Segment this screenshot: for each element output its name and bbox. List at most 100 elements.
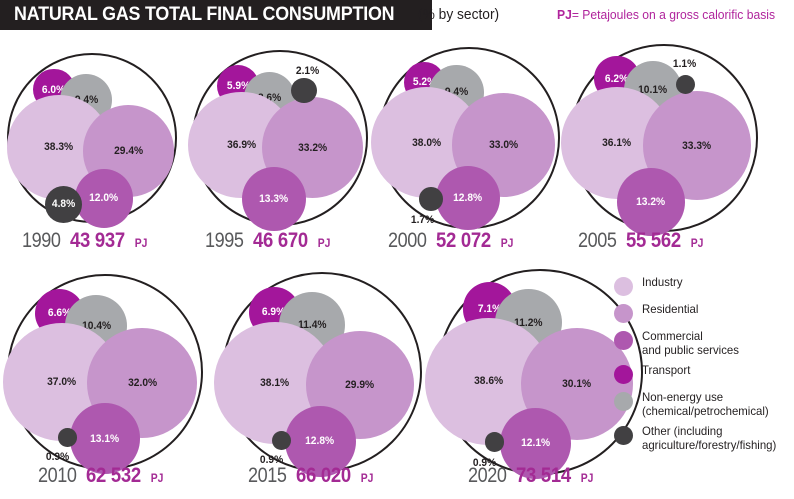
- caption-year: 2005: [578, 229, 617, 252]
- legend-swatch-non-energy-icon: [614, 392, 633, 411]
- caption-year: 1990: [22, 229, 61, 252]
- bubble-chart-1990: 6.0% 9.4% 38.3% 29.4% 12.0% 4.8%: [6, 53, 177, 228]
- bubble-percent-label-outside: 0.9%: [259, 454, 284, 466]
- bubble-other[interactable]: [58, 428, 78, 447]
- caption-total-value: 52 072: [435, 229, 491, 252]
- bubble-percent-label: 36.9%: [226, 139, 256, 152]
- caption-unit: PJ: [150, 473, 164, 485]
- legend-item-transport[interactable]: Transport: [614, 363, 794, 384]
- caption-unit: PJ: [580, 473, 594, 485]
- chart-caption-1995: 1995 46 670 PJ: [205, 229, 331, 253]
- legend-label-residential: Residential: [642, 302, 699, 317]
- bubble-commercial[interactable]: 13.3%: [241, 166, 306, 231]
- caption-total-value: 62 532: [85, 464, 141, 487]
- bubble-percent-label: 30.1%: [562, 378, 592, 391]
- caption-year: 1995: [205, 229, 244, 252]
- legend-label-line2: (chemical/petrochemical): [642, 403, 769, 418]
- legend-label-other: Other (including agriculture/forestry/fis…: [642, 424, 777, 452]
- bubble-chart-2000: 5.2% 9.4% 38.0% 33.0% 12.8% 1.7%: [371, 47, 560, 231]
- legend-swatch-industry-icon: [614, 277, 633, 296]
- chart-caption-2000: 2000 52 072 PJ: [388, 229, 514, 253]
- legend-label-transport: Transport: [642, 363, 691, 378]
- legend-label-line2: agriculture/forestry/fishing): [642, 437, 777, 452]
- bubble-percent-label: 38.3%: [44, 141, 74, 154]
- bubble-other[interactable]: 4.8%: [44, 185, 82, 223]
- legend-item-other[interactable]: Other (including agriculture/forestry/fis…: [614, 424, 794, 452]
- bubble-percent-label: 5.9%: [226, 80, 250, 93]
- bubble-other[interactable]: [271, 430, 291, 450]
- bubble-commercial[interactable]: 12.8%: [284, 405, 356, 477]
- legend-label-line1: Residential: [642, 302, 699, 316]
- bubble-chart-1995: 5.9% 8.6% 36.9% 33.2% 13.3% 2.1%: [188, 50, 368, 231]
- chart-caption-2020: 2020 73 514 PJ: [468, 464, 594, 488]
- legend-label-line1: Other (including: [642, 424, 723, 438]
- bubble-percent-label: 6.0%: [42, 83, 66, 96]
- bubble-commercial[interactable]: 12.1%: [500, 407, 572, 479]
- bubble-chart-2015: 6.9% 11.4% 38.1% 29.9% 12.8% 0.9%: [214, 272, 422, 477]
- page-title: NATURAL GAS TOTAL FINAL CONSUMPTION: [14, 4, 395, 25]
- legend-label-line1: Non-energy use: [642, 390, 724, 404]
- subtitle: (% by sector): [418, 7, 500, 23]
- bubble-percent-label: 29.4%: [114, 144, 144, 157]
- caption-total-value: 66 020: [295, 464, 351, 487]
- bubble-percent-label-outside: 2.1%: [295, 64, 320, 77]
- caption-total-value: 43 937: [69, 229, 125, 252]
- legend-label-line2: and public services: [642, 342, 739, 357]
- bubble-other[interactable]: [291, 77, 317, 104]
- bubble-percent-label: 32.0%: [127, 376, 157, 389]
- legend-label-line1: Commercial: [642, 329, 703, 343]
- legend-label-line1: Transport: [642, 363, 691, 377]
- pj-note-text: = Petajoules on a gross calorific basis: [571, 8, 776, 22]
- bubble-chart-2005: 6.2% 10.1% 36.1% 33.3% 13.2% 1.1%: [561, 44, 758, 236]
- legend-swatch-residential-icon: [614, 304, 633, 323]
- chart-caption-2015: 2015 66 020 PJ: [248, 464, 374, 488]
- pj-abbrev: PJ: [557, 8, 572, 22]
- legend-swatch-other-icon: [614, 426, 633, 445]
- caption-year: 2010: [38, 464, 77, 487]
- legend-label-non-energy: Non-energy use (chemical/petrochemical): [642, 390, 769, 418]
- legend-label-industry: Industry: [642, 275, 683, 290]
- chart-caption-1990: 1990 43 937 PJ: [22, 229, 148, 253]
- bubble-percent-label-outside: 0.9%: [472, 456, 496, 469]
- bubble-percent-label: 33.2%: [298, 141, 328, 154]
- bubble-percent-label-outside: 1.1%: [673, 58, 697, 71]
- legend-swatch-commercial-icon: [614, 331, 633, 350]
- bubble-chart-2010: 6.6% 10.4% 37.0% 32.0% 13.1% 0.9%: [3, 274, 203, 474]
- bubble-percent-label: 13.3%: [259, 192, 289, 205]
- bubble-other[interactable]: [484, 432, 505, 452]
- bubble-commercial[interactable]: 13.1%: [69, 403, 141, 474]
- bubble-percent-label: 38.1%: [260, 377, 290, 389]
- chart-caption-2005: 2005 55 562 PJ: [578, 229, 704, 253]
- legend-label-line1: Industry: [642, 275, 683, 289]
- legend-item-commercial[interactable]: Commercial and public services: [614, 329, 794, 357]
- bubble-percent-label: 12.1%: [521, 437, 551, 450]
- caption-total-value: 55 562: [625, 229, 681, 252]
- caption-unit: PJ: [134, 238, 148, 250]
- bubble-percent-label-outside: 0.9%: [46, 451, 70, 464]
- caption-year: 2000: [388, 229, 427, 252]
- bubble-other[interactable]: [675, 74, 696, 95]
- caption-unit: PJ: [690, 238, 704, 250]
- bubble-percent-label: 12.8%: [305, 435, 335, 447]
- bubble-commercial[interactable]: 12.0%: [74, 169, 134, 228]
- legend-swatch-transport-icon: [614, 365, 633, 384]
- bubble-percent-label: 10.1%: [638, 84, 668, 97]
- bubble-percent-label: 33.3%: [682, 139, 712, 152]
- bubble-commercial[interactable]: 12.8%: [435, 165, 501, 231]
- legend: Industry Residential Commercial and public …: [614, 275, 794, 459]
- bubble-commercial[interactable]: 13.2%: [617, 168, 685, 236]
- bubble-percent-label: 11.4%: [297, 319, 327, 331]
- legend-item-industry[interactable]: Industry: [614, 275, 794, 296]
- bubble-other[interactable]: [418, 187, 443, 211]
- bubble-chart-2020: 7.1% 11.2% 38.6% 30.1% 12.1% 0.9%: [425, 269, 643, 479]
- bubble-percent-label: 38.0%: [412, 136, 442, 149]
- header: NATURAL GAS TOTAL FINAL CONSUMPTION (% b…: [0, 0, 794, 30]
- bubble-percent-label: 37.0%: [47, 375, 77, 388]
- title-bar: NATURAL GAS TOTAL FINAL CONSUMPTION: [0, 0, 432, 30]
- legend-item-residential[interactable]: Residential: [614, 302, 794, 323]
- caption-unit: PJ: [500, 238, 514, 250]
- chart-caption-2010: 2010 62 532 PJ: [38, 464, 164, 488]
- bubble-percent-label-outside: 1.7%: [410, 213, 435, 226]
- bubble-percent-label: 6.2%: [605, 72, 629, 85]
- legend-item-non-energy[interactable]: Non-energy use (chemical/petrochemical): [614, 390, 794, 418]
